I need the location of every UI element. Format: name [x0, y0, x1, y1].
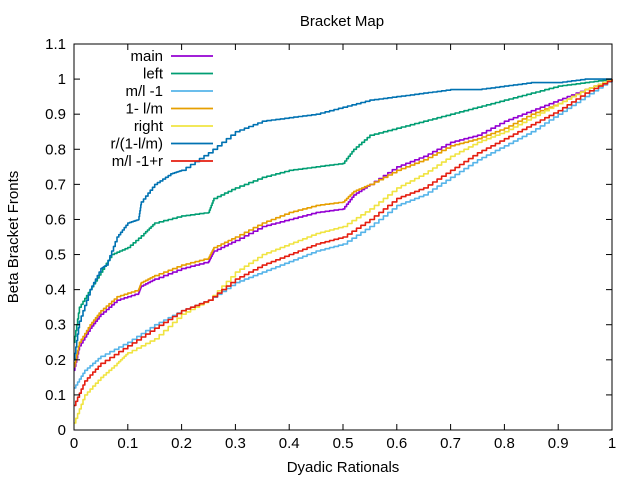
x-tick-label: 0.8 [494, 435, 515, 452]
y-tick-label: 0.3 [45, 317, 66, 334]
series-line-1 [74, 78, 613, 344]
legend-label: left [143, 66, 164, 83]
legend-label: m/l -1+r [112, 153, 163, 170]
x-tick-label: 0.2 [171, 435, 192, 452]
legend-label: m/l -1 [126, 83, 164, 100]
series-layer [74, 78, 613, 424]
legend-label: main [130, 48, 163, 65]
y-axis-label: Beta Bracket Fronts [5, 171, 22, 304]
series-line-4 [74, 79, 613, 424]
y-tick-label: 0.9 [45, 106, 66, 123]
series-line-5 [74, 78, 612, 361]
y-tick-label: 0.4 [45, 282, 66, 299]
series-line-6 [74, 79, 613, 407]
x-tick-label: 0.9 [548, 435, 569, 452]
y-tick-label: 0.5 [45, 247, 66, 264]
series-line-3 [74, 79, 613, 368]
y-tick-label: 0.6 [45, 211, 66, 228]
legend-label: r/(1-l/m) [111, 136, 164, 153]
chart-title: Bracket Map [300, 13, 384, 30]
x-tick-label: 1 [608, 435, 616, 452]
x-tick-label: 0.6 [386, 435, 407, 452]
x-tick-label: 0.4 [279, 435, 300, 452]
y-tick-label: 1.1 [45, 36, 66, 53]
y-tick-label: 0.1 [45, 387, 66, 404]
x-tick-label: 0.5 [333, 435, 354, 452]
y-tick-label: 0 [58, 422, 66, 439]
x-tick-label: 0 [70, 435, 78, 452]
x-axis: 0 0.1 0.2 0.3 0.4 0.5 0.6 0.7 0.8 0.9 1 [70, 44, 616, 452]
series-line-0 [74, 79, 613, 372]
series-line-2 [74, 79, 613, 389]
y-axis: 0 0.1 0.2 0.3 0.4 0.5 0.6 0.7 0.8 0.9 1 1.1 [45, 36, 612, 439]
y-tick-label: 0.2 [45, 352, 66, 369]
x-axis-label: Dyadic Rationals [287, 459, 400, 476]
x-tick-label: 0.7 [440, 435, 461, 452]
legend-label: right [134, 118, 164, 135]
x-tick-label: 0.1 [117, 435, 138, 452]
y-tick-label: 0.7 [45, 176, 66, 193]
legend-label: 1- l/m [126, 101, 164, 118]
x-tick-label: 0.3 [225, 435, 246, 452]
y-tick-label: 0.8 [45, 141, 66, 158]
y-tick-label: 1 [58, 71, 66, 88]
